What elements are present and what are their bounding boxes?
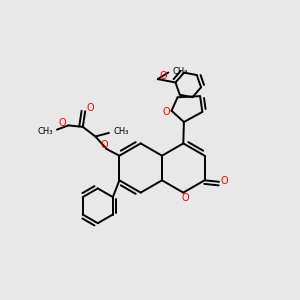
Text: O: O [100,140,108,150]
Text: O: O [160,71,167,81]
Text: CH₃: CH₃ [38,127,53,136]
Text: O: O [87,103,94,113]
Text: O: O [182,193,190,203]
Text: CH₃: CH₃ [114,127,129,136]
Text: CH₃: CH₃ [172,67,188,76]
Text: O: O [220,176,228,186]
Text: O: O [59,118,67,128]
Text: O: O [162,107,170,117]
